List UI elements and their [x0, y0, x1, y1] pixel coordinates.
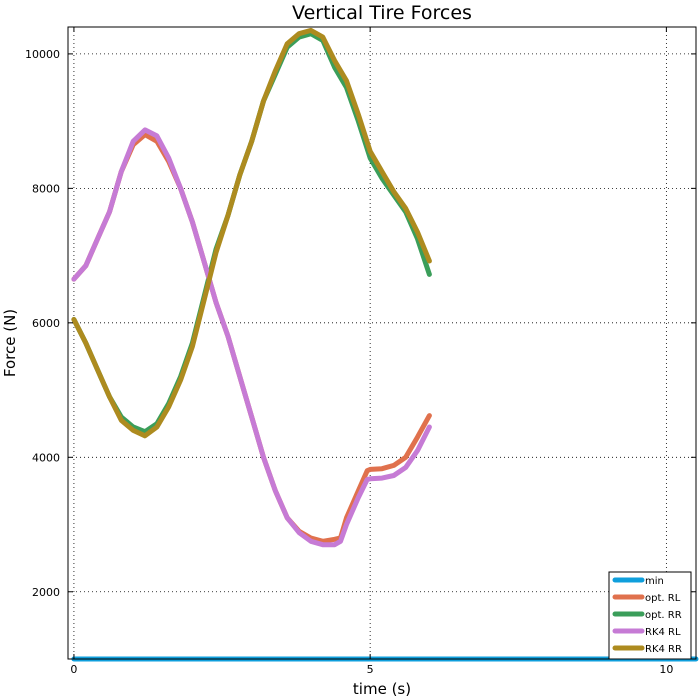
y-tick-label: 2000 [32, 586, 60, 599]
legend-label: opt. RL [645, 593, 681, 604]
series-line-rk4-rl [71, 127, 432, 548]
x-axis-label: time (s) [353, 680, 411, 698]
chart-title: Vertical Tire Forces [292, 2, 472, 24]
plot-area [68, 27, 696, 659]
y-tick-label: 8000 [32, 182, 60, 195]
x-tick-label: 0 [70, 663, 77, 676]
legend: min opt. RL opt. RR RK4 RL RK4 RR [608, 571, 692, 660]
y-tick-label: 6000 [32, 317, 60, 330]
plot-frame [67, 26, 697, 660]
x-tick-label: 10 [659, 663, 673, 676]
y-axis-label: Force (N) [1, 309, 19, 377]
y-tick-label: 4000 [32, 451, 60, 464]
series-line-rk4-rr [71, 27, 432, 439]
ticks: 0 5 10 2000 4000 6000 8000 10000 [25, 27, 696, 676]
legend-label: min [645, 576, 664, 587]
y-tick-label: 10000 [25, 48, 60, 61]
legend-label: RK4 RL [645, 627, 681, 638]
legend-label: RK4 RR [645, 644, 682, 655]
x-tick-label: 5 [367, 663, 374, 676]
grid [68, 27, 696, 659]
legend-label: opt. RR [645, 610, 682, 621]
